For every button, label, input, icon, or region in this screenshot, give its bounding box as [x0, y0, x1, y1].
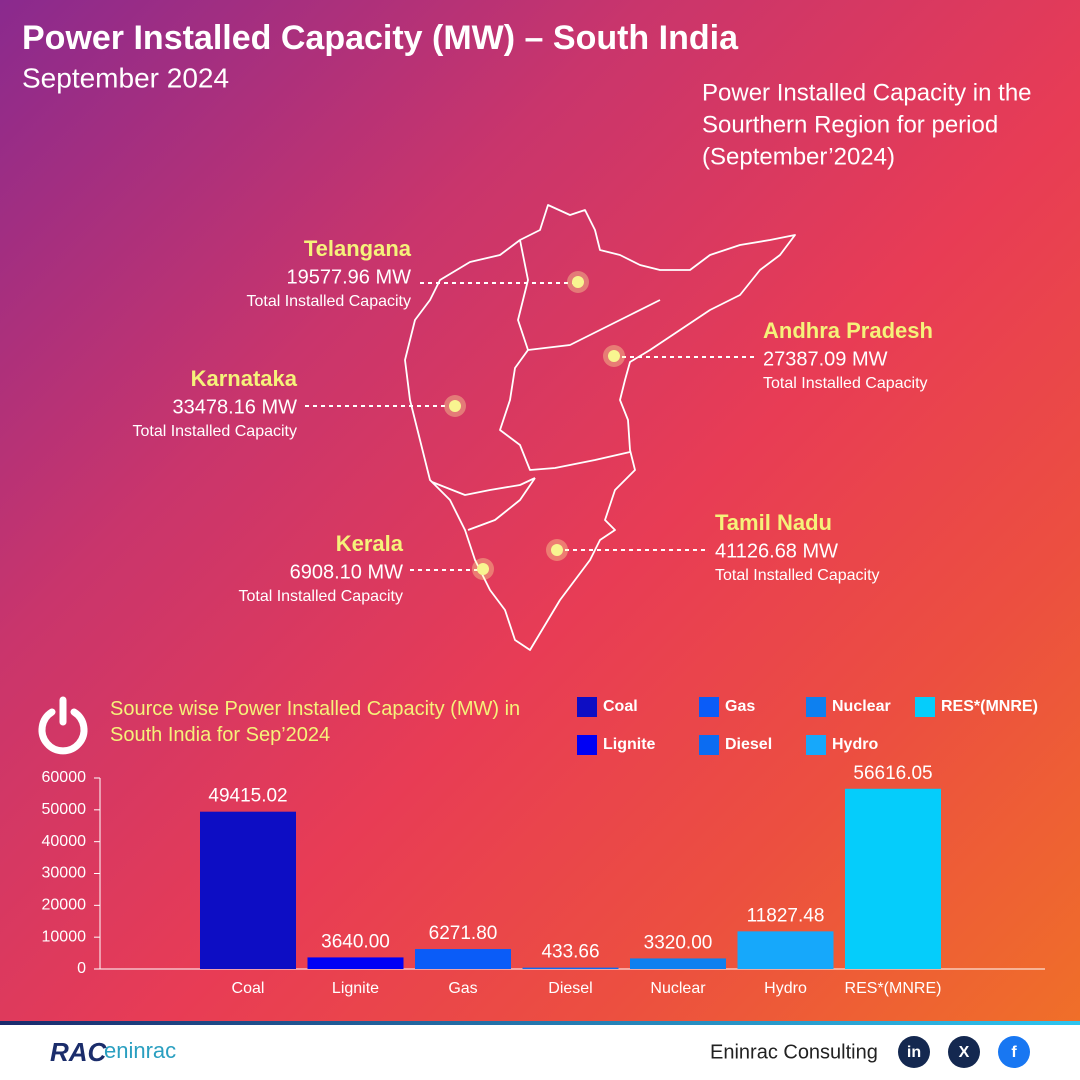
- legend-label: Nuclear: [832, 698, 891, 715]
- bar: [845, 788, 941, 969]
- legend-swatch: [915, 697, 935, 717]
- state-name: Andhra Pradesh: [763, 318, 933, 343]
- state-capacity: 19577.96 MW: [286, 266, 411, 288]
- state-name: Kerala: [336, 531, 404, 556]
- value-label: 433.66: [541, 942, 599, 963]
- power-arc: [38, 708, 88, 755]
- legend-swatch: [577, 697, 597, 717]
- subtitle: September 2024: [22, 62, 229, 93]
- value-label: 6271.80: [429, 923, 498, 944]
- map: [404, 204, 796, 651]
- social-icon: [998, 1036, 1030, 1068]
- x-tick-label: Coal: [232, 980, 265, 997]
- logo: eninrac: [104, 1038, 176, 1063]
- legend-label: RES*(MNRE): [941, 698, 1038, 715]
- bar: [630, 958, 726, 969]
- state-capacity: 33478.16 MW: [172, 396, 297, 418]
- value-label: 56616.05: [853, 763, 932, 784]
- state-note: Total Installed Capacity: [246, 293, 411, 310]
- legend-swatch: [806, 697, 826, 717]
- state-name: Karnataka: [191, 366, 298, 391]
- brand: Eninrac Consulting: [710, 1041, 878, 1063]
- social-label: f: [1011, 1044, 1017, 1061]
- bar: [522, 967, 619, 969]
- legend-swatch: [577, 735, 597, 755]
- map-outline: [404, 204, 796, 651]
- logo: RAC: [50, 1037, 108, 1067]
- value-label: 3320.00: [644, 932, 713, 953]
- y-tick-label: 50000: [42, 801, 87, 818]
- social-label: in: [907, 1044, 921, 1061]
- bar: [737, 931, 834, 969]
- x-tick-label: Gas: [448, 980, 477, 997]
- map-caption: (September’2024): [702, 143, 895, 170]
- social-icon: [948, 1036, 980, 1068]
- dot: [572, 276, 584, 288]
- state-capacity: 6908.10 MW: [290, 561, 404, 583]
- value-label: 3640.00: [321, 931, 390, 952]
- state-capacity: 41126.68 MW: [715, 540, 838, 562]
- social-label: X: [959, 1044, 970, 1061]
- map-caption: Sourthern Region for period: [702, 111, 998, 138]
- chart-title: Source wise Power Installed Capacity (MW…: [110, 698, 521, 746]
- y-tick-label: 0: [77, 960, 86, 977]
- x-tick-label: Lignite: [332, 980, 379, 997]
- y-tick-label: 40000: [42, 833, 87, 850]
- bar: [415, 949, 511, 969]
- legend-label: Coal: [603, 698, 638, 715]
- map-border: [527, 299, 661, 351]
- social-icon: [898, 1036, 930, 1068]
- legend-swatch: [806, 735, 826, 755]
- y-tick-label: 30000: [42, 865, 87, 882]
- value-label: 49415.02: [208, 786, 287, 807]
- power-icon: [38, 696, 88, 755]
- footer-stripe: [0, 1021, 1080, 1025]
- x-tick-label: Nuclear: [650, 980, 706, 997]
- dot: [449, 400, 461, 412]
- map-border: [431, 477, 536, 496]
- y-tick-label: 60000: [42, 769, 87, 786]
- y-tick-label: 10000: [42, 928, 87, 945]
- state-capacity: 27387.09 MW: [763, 348, 888, 370]
- legend-label: Hydro: [832, 736, 878, 753]
- y-tick-label: 20000: [42, 897, 87, 914]
- bar: [307, 957, 404, 969]
- legend-label: Diesel: [725, 736, 772, 753]
- x-tick-label: Hydro: [764, 980, 807, 997]
- legend-label: Gas: [725, 698, 755, 715]
- map-caption: Power Installed Capacity in the: [702, 79, 1032, 106]
- x-tick-label: Diesel: [548, 980, 592, 997]
- dot: [477, 563, 489, 575]
- legend-swatch: [699, 735, 719, 755]
- state-note: Total Installed Capacity: [715, 567, 880, 584]
- title: Power Installed Capacity (MW) – South In…: [22, 19, 739, 57]
- legend-label: Lignite: [603, 736, 656, 753]
- map-border: [467, 477, 536, 531]
- legend-swatch: [699, 697, 719, 717]
- state-note: Total Installed Capacity: [132, 423, 297, 440]
- state-name: Tamil Nadu: [715, 510, 832, 535]
- state-name: Telangana: [304, 236, 412, 261]
- dot: [608, 350, 620, 362]
- x-tick-label: RES*(MNRE): [845, 980, 942, 997]
- state-note: Total Installed Capacity: [763, 375, 928, 392]
- value-label: 11827.48: [747, 905, 825, 926]
- dot: [551, 544, 563, 556]
- state-note: Total Installed Capacity: [238, 588, 403, 605]
- map-border: [499, 239, 631, 471]
- bar: [200, 811, 296, 969]
